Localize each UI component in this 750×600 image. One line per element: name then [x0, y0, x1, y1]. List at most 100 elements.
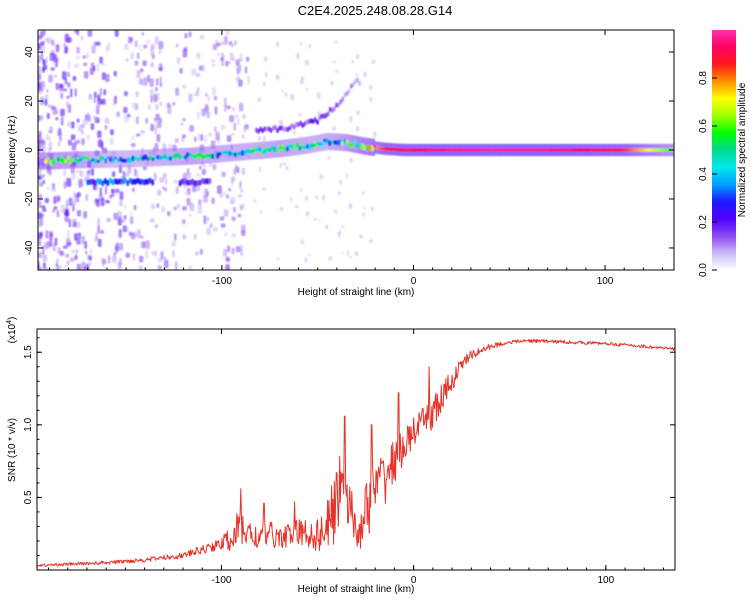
noise-cell: [370, 206, 374, 212]
noise-cell: [229, 52, 232, 55]
ridge-halo-cell: [66, 151, 70, 169]
ridge-main-cell: [532, 148, 536, 152]
ridge-main-cell: [457, 148, 461, 152]
noise-cell: [223, 104, 227, 113]
noise-cell: [332, 126, 337, 131]
ridge-main-cell: [627, 148, 631, 152]
ridge-main-cell: [420, 148, 424, 152]
noise-cell: [160, 251, 164, 260]
noise-cell: [166, 102, 171, 108]
ridge-main-cell: [181, 155, 185, 160]
ridge-main-cell: [360, 143, 364, 150]
noise-cell: [172, 250, 175, 258]
ridge-upper-cell: [261, 128, 264, 134]
ridge-main-cell: [358, 143, 362, 148]
ridge-main-cell: [365, 145, 369, 152]
noise-cell: [149, 88, 154, 95]
noise-cell: [119, 242, 124, 251]
ridge-main-cell: [659, 148, 663, 152]
noise-cell: [171, 240, 177, 247]
noise-cell: [100, 197, 105, 207]
noise-cell: [351, 59, 355, 64]
noise-cell: [308, 44, 312, 48]
noise-cell: [53, 74, 58, 78]
noise-cell: [214, 126, 217, 132]
noise-cell: [86, 170, 90, 179]
noise-cell: [265, 72, 268, 78]
noise-cell: [182, 49, 188, 58]
ridge-secondary-cell: [89, 178, 92, 185]
noise-cell: [316, 92, 321, 99]
noise-cell: [80, 35, 84, 41]
noise-cell: [174, 138, 179, 144]
ridge-main-cell: [295, 141, 299, 148]
ridge-main-cell: [266, 147, 269, 153]
noise-cell: [90, 167, 94, 176]
noise-cell: [208, 132, 213, 137]
noise-cell: [290, 94, 295, 101]
noise-cell: [108, 255, 111, 264]
noise-cell: [76, 263, 81, 270]
ridge-main-cell: [51, 160, 55, 166]
ridge-main-cell: [554, 148, 558, 152]
figure-title: C2E4.2025.248.08.28.G14: [298, 3, 453, 18]
noise-cell: [83, 211, 87, 219]
ridge-secondary-cell: [146, 178, 149, 185]
ridge-main-cell: [495, 148, 499, 152]
ridge-main-cell: [99, 155, 103, 162]
ridge-main-cell: [213, 153, 217, 158]
ridge-main-cell: [186, 152, 190, 157]
noise-cell: [165, 177, 168, 186]
ridge-secondary-cell: [186, 179, 189, 186]
noise-cell: [117, 216, 122, 226]
noise-cell: [49, 141, 52, 151]
noise-cell: [73, 221, 77, 227]
noise-cell: [157, 92, 160, 101]
ridge-main-cell: [168, 156, 172, 161]
noise-cell: [193, 93, 197, 97]
noise-cell: [154, 223, 159, 229]
noise-cell: [68, 197, 73, 206]
ridge-main-cell: [662, 148, 665, 152]
noise-cell: [216, 185, 222, 194]
noise-cell: [197, 186, 201, 192]
noise-cell: [63, 169, 67, 177]
ridge-secondary-cell: [106, 179, 110, 186]
noise-cell: [199, 35, 205, 40]
ridge-main-cell: [657, 148, 660, 152]
noise-cell: [304, 59, 309, 65]
ridge-main-cell: [251, 149, 254, 154]
noise-cell: [333, 210, 338, 214]
noise-cell: [66, 260, 70, 266]
noise-cell: [38, 115, 41, 122]
noise-cell: [141, 241, 146, 249]
noise-cell: [234, 40, 237, 46]
noise-cell: [77, 124, 81, 130]
noise-cell: [161, 206, 166, 213]
noise-cell: [159, 101, 163, 107]
noise-cell: [55, 117, 59, 121]
ridge-main-cell: [582, 148, 586, 152]
ridge-secondary-cell: [128, 177, 132, 184]
ridge-upper-cell: [291, 123, 294, 129]
noise-cell: [242, 113, 246, 119]
noise-cell: [104, 117, 110, 125]
ridge-secondary-cell: [206, 178, 209, 185]
spectrogram-x-axis: -100 0 100: [48, 30, 664, 287]
ridge-main-cell: [288, 143, 292, 149]
noise-cell: [71, 121, 75, 129]
noise-cell: [106, 217, 112, 223]
noise-cell: [130, 52, 134, 60]
ridge-main-cell: [61, 157, 65, 164]
noise-cell: [194, 136, 197, 142]
noise-cell: [318, 219, 321, 222]
ridge-main-cell: [141, 155, 145, 161]
noise-cell: [300, 41, 303, 46]
noise-cell: [57, 141, 61, 147]
noise-cell: [114, 188, 120, 194]
noise-cell: [52, 108, 58, 116]
noise-cell: [354, 251, 359, 256]
noise-cell: [57, 131, 62, 137]
ridge-main-cell: [497, 148, 501, 152]
noise-cell: [195, 173, 201, 177]
